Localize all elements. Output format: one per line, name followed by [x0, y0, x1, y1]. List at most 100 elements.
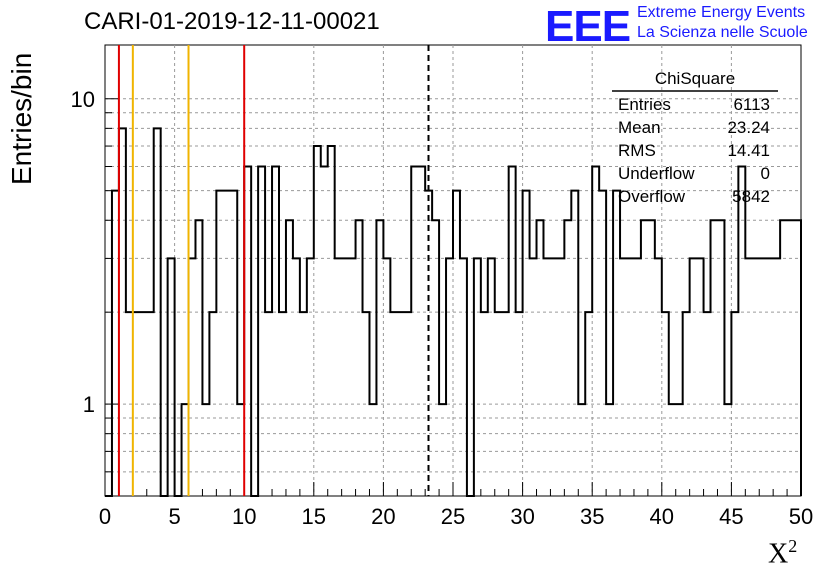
histogram-bin	[460, 258, 467, 496]
histogram-bin	[641, 220, 648, 496]
histogram-bin	[585, 312, 592, 496]
x-tick-label: 35	[580, 504, 604, 529]
histogram-bin	[133, 312, 140, 496]
histogram-bin	[168, 258, 175, 496]
x-axis-label: X2	[768, 536, 798, 570]
histogram-bin	[126, 312, 133, 496]
x-tick-label: 50	[789, 504, 813, 529]
histogram-bin	[418, 167, 425, 496]
y-tick-label: 10	[71, 87, 95, 112]
histogram-bin	[571, 191, 578, 496]
histogram-bin	[140, 312, 147, 496]
histogram-bin	[613, 191, 620, 496]
histogram-bin	[328, 146, 335, 496]
histogram-bin	[530, 258, 537, 496]
histogram-bin	[557, 258, 564, 496]
histogram-bin	[599, 191, 606, 496]
histogram-bin	[411, 167, 418, 496]
histogram-bin	[655, 258, 662, 496]
histogram-bin	[676, 404, 683, 496]
histogram-bin	[119, 128, 126, 496]
histogram-bin	[189, 258, 196, 496]
stats-label: Overflow	[618, 187, 686, 206]
histogram-bin	[453, 191, 460, 496]
x-tick-label: 0	[99, 504, 111, 529]
histogram-bin	[495, 312, 502, 496]
histogram-outline	[105, 127, 802, 497]
histogram-bin	[439, 404, 446, 496]
histogram-bin	[564, 220, 571, 496]
logo-line1: Extreme Energy Events	[637, 4, 806, 21]
histogram-bin	[182, 404, 189, 496]
x-tick-label: 25	[441, 504, 465, 529]
stats-value: 23.24	[727, 118, 770, 137]
histogram-bin	[321, 167, 328, 496]
histogram-bin	[724, 404, 731, 496]
histogram-bin	[356, 220, 363, 496]
histogram-bin	[202, 404, 209, 496]
histogram-bin	[669, 404, 676, 496]
histogram-bin	[209, 312, 216, 496]
histogram-bin	[683, 312, 690, 496]
histogram-bin	[230, 191, 237, 496]
histogram-bin	[195, 220, 202, 496]
histogram-bin	[314, 146, 321, 496]
histogram-bin	[592, 167, 599, 496]
histogram-bin	[550, 258, 557, 496]
histogram-bin	[446, 258, 453, 496]
stats-value: 6113	[733, 95, 770, 114]
histogram-bin	[620, 258, 627, 496]
x-tick-label: 15	[302, 504, 326, 529]
histogram-bin	[787, 220, 794, 496]
histogram-bin	[223, 191, 230, 496]
stats-box-name: ChiSquare	[655, 69, 735, 88]
histogram-bin	[335, 258, 342, 496]
histogram-bin	[690, 258, 697, 496]
histogram-bin	[488, 258, 495, 496]
histogram-bin	[717, 220, 724, 496]
chart-title: CARI-01-2019-12-11-00021	[84, 8, 380, 35]
histogram-bin	[286, 220, 293, 496]
histogram-bin	[244, 167, 251, 496]
histogram-bin	[383, 258, 390, 496]
histogram-bin	[216, 191, 223, 496]
histogram-bin	[634, 258, 641, 496]
histogram-bin	[578, 404, 585, 496]
histogram-bin	[258, 167, 265, 496]
histogram-bin	[759, 258, 766, 496]
histogram-bin	[543, 258, 550, 496]
stats-value: 5842	[732, 187, 770, 206]
y-tick-label: 1	[83, 392, 95, 417]
histogram-bin	[481, 312, 488, 496]
histogram-bin	[432, 220, 439, 496]
histogram-bin	[662, 312, 669, 496]
histogram-bin	[112, 191, 119, 496]
histogram-bin	[363, 312, 370, 496]
histogram-bin	[404, 312, 411, 496]
stats-label: RMS	[618, 141, 656, 160]
x-tick-label: 10	[232, 504, 256, 529]
histogram-bin	[342, 258, 349, 496]
histogram-bin	[474, 258, 481, 496]
histogram-bin	[627, 258, 634, 496]
histogram-bin	[376, 220, 383, 496]
histogram-bin	[606, 404, 613, 496]
histogram-bin	[397, 312, 404, 496]
stats-label: Mean	[618, 118, 661, 137]
histogram-bin	[523, 191, 530, 496]
stats-label: Underflow	[618, 164, 695, 183]
histogram-bin	[272, 167, 279, 496]
histogram-bin	[780, 220, 787, 496]
x-tick-label: 45	[719, 504, 743, 529]
histogram-bin	[300, 312, 307, 496]
histogram-bin	[509, 167, 516, 496]
histogram-bin	[697, 258, 704, 496]
histogram-bin	[516, 312, 523, 496]
histogram-bin	[537, 220, 544, 496]
histogram-bin	[738, 167, 745, 496]
histogram-bin	[265, 312, 272, 496]
histogram-bin	[279, 312, 286, 496]
histogram-bin	[390, 312, 397, 496]
logo-mark: EEE	[545, 2, 631, 51]
histogram-bin	[711, 220, 718, 496]
